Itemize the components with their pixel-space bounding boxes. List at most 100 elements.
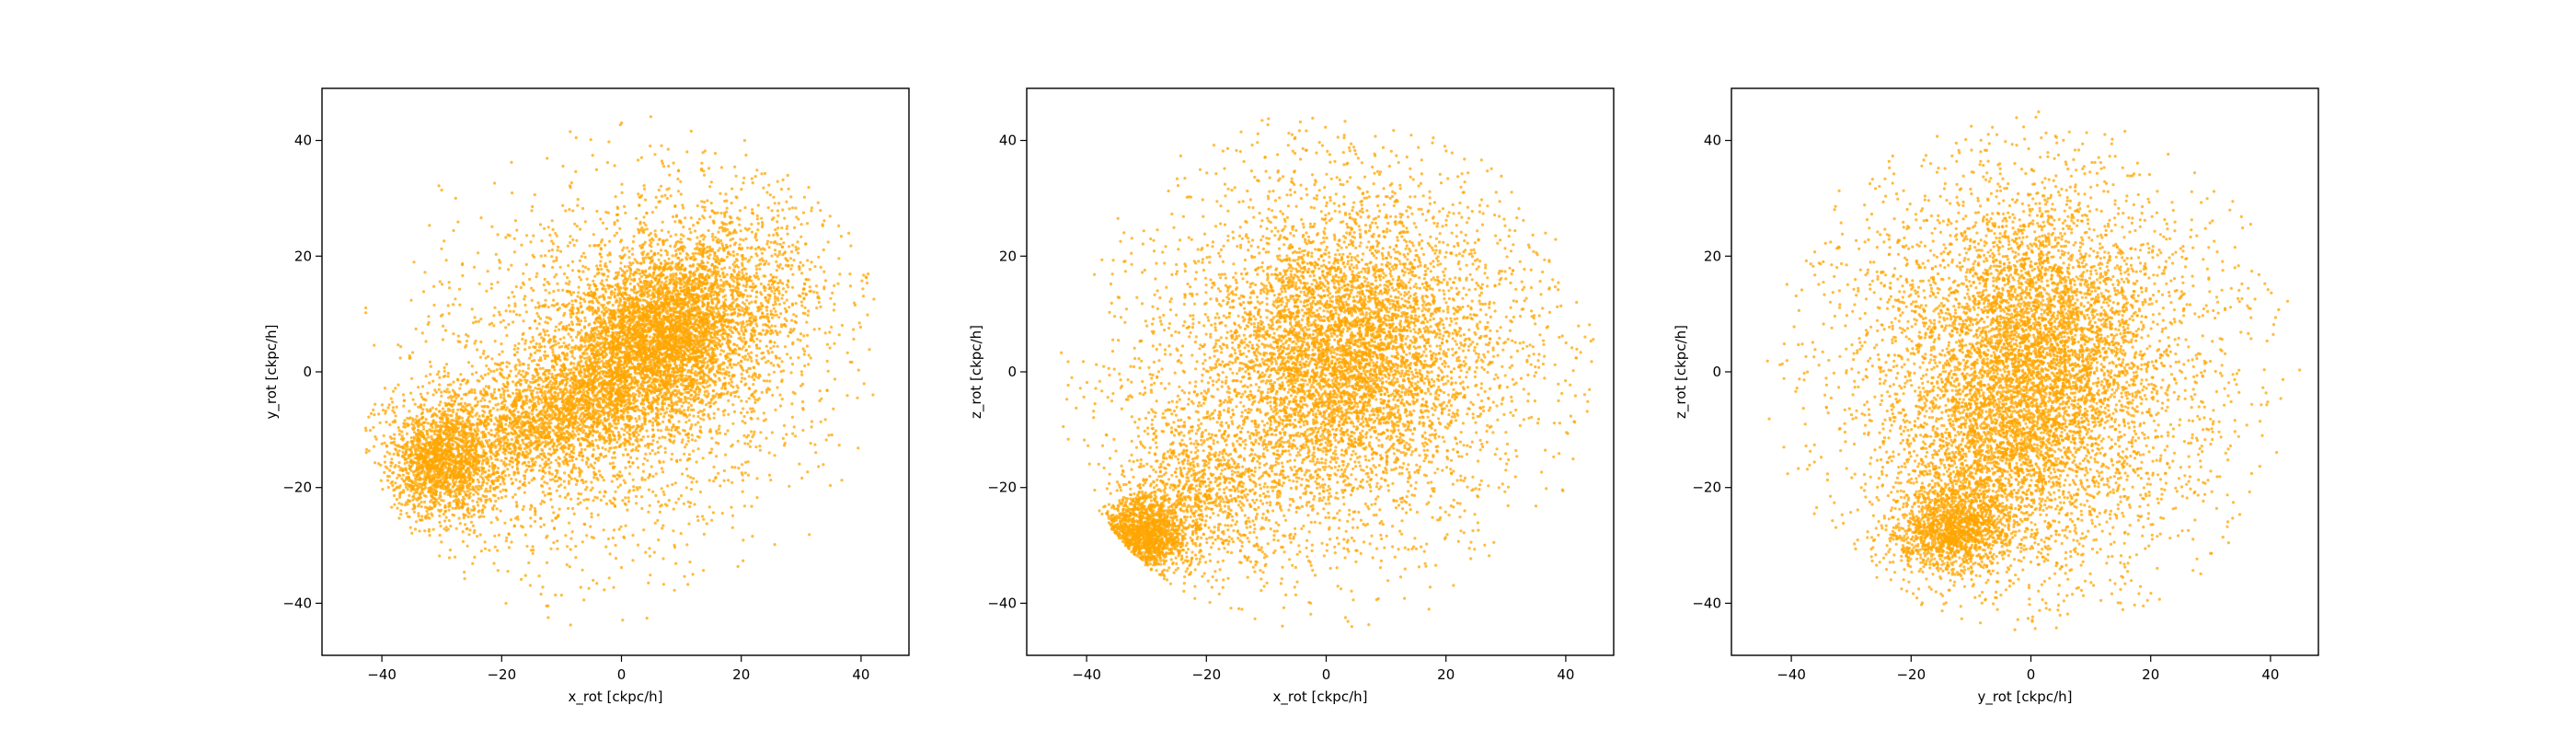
scatter-point [695,480,698,484]
scatter-point [536,301,540,305]
scatter-point [636,488,639,491]
scatter-point [604,278,609,282]
scatter-point [574,482,579,487]
scatter-point [528,507,533,511]
scatter-point [539,358,543,362]
scatter-point [567,506,570,511]
scatter-point [520,243,523,247]
scatter-point [496,233,500,237]
scatter-point [657,500,661,503]
scatter-point [649,358,653,363]
scatter-point [440,188,443,192]
scatter-point [638,409,641,412]
scatter-point [654,195,658,199]
scatter-point [471,321,476,325]
scatter-point [523,573,527,577]
scatter-point [579,585,582,589]
scatter-point [641,469,646,473]
scatter-point [765,390,769,394]
scatter-point [686,406,691,410]
scatter-point [702,408,707,411]
scatter-point [575,225,579,228]
scatter-point [739,229,742,233]
scatter-point [742,434,746,437]
scatter-point [364,451,368,455]
scatter-point [713,383,718,387]
scatter-point [562,336,566,340]
scatter-point [546,492,550,496]
scatter-point [733,395,737,399]
scatter-point [452,380,455,384]
scatter-point [512,320,515,324]
scatter-point [735,276,740,280]
scatter-point [431,393,435,397]
scatter-point [504,494,508,498]
scatter-point [476,348,479,352]
scatter-point [766,283,771,286]
scatter-point [727,381,731,385]
scatter-point [776,296,780,300]
scatter-point [638,272,642,275]
scatter-point [497,310,501,314]
scatter-point [604,287,607,291]
scatter-point [544,288,547,292]
scatter-point [615,205,619,209]
scatter-point [530,209,534,213]
scatter-point [563,305,567,308]
scatter-point [744,272,749,276]
scatter-point [543,392,547,396]
scatter-point [640,495,644,499]
scatter-point [758,445,762,448]
scatter-point [601,446,604,450]
scatter-point [788,245,791,249]
scatter-point [681,278,684,282]
scatter-point [734,174,738,178]
scatter-point [776,254,779,258]
scatter-point [778,279,782,283]
scatter-point [716,293,719,296]
scatter-point [743,442,747,445]
scatter-point [682,401,685,405]
scatter-point [552,304,557,307]
scatter-point [588,286,592,290]
scatter-point [663,446,667,450]
scatter-point [535,341,538,346]
scatter-point [731,284,735,288]
scatter-point [769,479,773,482]
scatter-point [633,258,637,261]
scatter-point [696,447,700,451]
scatter-point [506,570,510,573]
scatter-point [490,225,494,228]
scatter-point [553,355,557,359]
scatter-point [737,294,741,297]
scatter-point [598,473,603,477]
scatter-point [821,223,824,226]
scatter-point [808,285,811,289]
scatter-point [717,230,720,234]
scatter-point [718,424,721,428]
scatter-point [686,583,690,586]
scatter-point [781,282,785,285]
scatter-point [600,267,604,272]
scatter-point [594,438,598,442]
scatter-point [661,526,664,530]
scatter-point [698,425,703,429]
scatter-point [486,270,489,273]
scatter-point [520,577,523,582]
scatter-point [470,387,474,391]
scatter-point [646,411,650,415]
scatter-point [539,356,543,360]
scatter-point [722,468,727,473]
scatter-point [734,352,738,355]
scatter-point [767,451,771,455]
scatter-point [810,209,813,213]
scatter-point [688,360,692,364]
scatter-point [668,173,672,177]
scatter-point [580,329,583,332]
scatter-point [768,193,772,197]
scatter-point [719,395,722,399]
scatter-point [740,188,743,191]
scatter-point [750,410,753,414]
scatter-point [741,490,744,493]
scatter-point [640,422,644,426]
